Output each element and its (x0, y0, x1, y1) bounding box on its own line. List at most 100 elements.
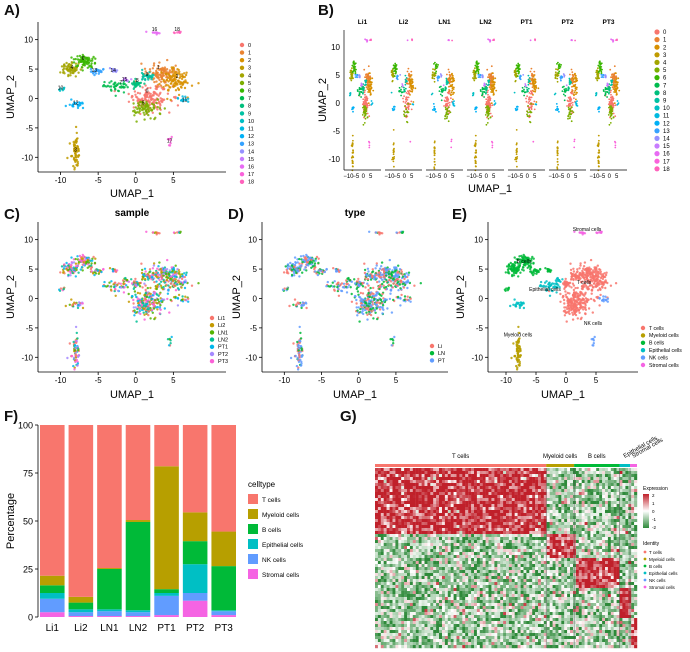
data-point (434, 68, 436, 71)
data-point (73, 344, 77, 347)
data-point (64, 104, 68, 108)
data-point (158, 307, 162, 310)
data-point (445, 87, 447, 90)
data-point (345, 291, 349, 294)
data-point (444, 100, 447, 103)
data-point (100, 70, 103, 74)
data-point (59, 287, 63, 290)
data-point (85, 256, 89, 259)
data-point (614, 144, 617, 147)
data-point (340, 282, 344, 285)
data-point (451, 89, 454, 92)
data-point (366, 274, 369, 278)
data-point (134, 277, 137, 281)
data-point (362, 123, 365, 126)
x-tick-label: 5 (171, 376, 176, 385)
data-point (374, 267, 377, 270)
y-tick-label: -10 (21, 153, 33, 162)
data-point (283, 287, 286, 290)
data-point (433, 77, 436, 80)
data-point (609, 110, 612, 113)
data-point (333, 280, 336, 283)
data-point (81, 269, 84, 272)
data-point (64, 65, 67, 68)
data-point (148, 271, 151, 274)
data-point (351, 67, 353, 70)
data-point (73, 144, 77, 147)
data-point (563, 99, 566, 102)
data-point (79, 103, 82, 107)
data-point (143, 74, 146, 78)
data-point (491, 72, 494, 75)
data-point (409, 297, 412, 300)
data-point (408, 75, 411, 78)
data-point (108, 81, 111, 84)
data-point (518, 68, 521, 71)
plot-title: type (345, 208, 366, 219)
data-point (121, 79, 125, 82)
data-point (575, 80, 578, 83)
data-point (411, 86, 414, 88)
data-point (141, 268, 144, 272)
data-point (155, 285, 159, 288)
data-point (82, 263, 86, 266)
data-point (155, 87, 158, 91)
data-point (450, 138, 453, 141)
data-point (153, 301, 156, 304)
data-point (352, 139, 354, 142)
data-point (492, 79, 494, 81)
data-point (63, 63, 66, 66)
data-point (569, 97, 572, 99)
data-point (556, 150, 559, 152)
legend-marker (239, 88, 245, 93)
data-point (109, 88, 113, 91)
data-point (598, 149, 600, 152)
data-point (381, 307, 384, 310)
data-point (72, 261, 76, 264)
data-point (359, 291, 362, 295)
data-point (185, 71, 188, 74)
data-point (529, 80, 531, 83)
data-point (413, 284, 416, 287)
legend-marker (654, 29, 660, 35)
data-point (451, 74, 454, 77)
data-point (486, 122, 489, 124)
data-point (400, 88, 402, 91)
data-point (110, 80, 113, 83)
data-point (158, 92, 161, 96)
data-point (162, 74, 165, 77)
x-tick-label: −5 (434, 174, 442, 180)
legend-label: PT1 (218, 345, 228, 351)
data-point (529, 96, 532, 99)
data-point (299, 337, 303, 340)
data-point (143, 118, 146, 121)
data-point (102, 67, 105, 71)
data-point (366, 267, 370, 270)
data-point (360, 91, 363, 94)
cluster-label: 3 (74, 147, 77, 153)
data-point (614, 89, 616, 92)
data-point (359, 282, 362, 285)
data-point (355, 74, 358, 76)
x-tick-label: 5 (369, 174, 373, 180)
data-point (81, 69, 84, 72)
data-point (70, 98, 73, 101)
data-point (433, 105, 436, 108)
data-point (172, 73, 175, 76)
data-point (485, 106, 487, 109)
data-point (483, 96, 485, 98)
data-point (533, 100, 536, 103)
data-point (451, 72, 453, 75)
data-point (166, 58, 169, 62)
data-point (76, 155, 80, 159)
data-point (481, 91, 484, 93)
data-point (80, 60, 83, 63)
y-tick-label: 5 (29, 265, 34, 274)
data-point (574, 39, 576, 42)
data-point (355, 298, 358, 302)
data-point (453, 86, 455, 89)
data-point (303, 260, 307, 263)
data-point (378, 267, 382, 270)
data-point (533, 108, 536, 111)
